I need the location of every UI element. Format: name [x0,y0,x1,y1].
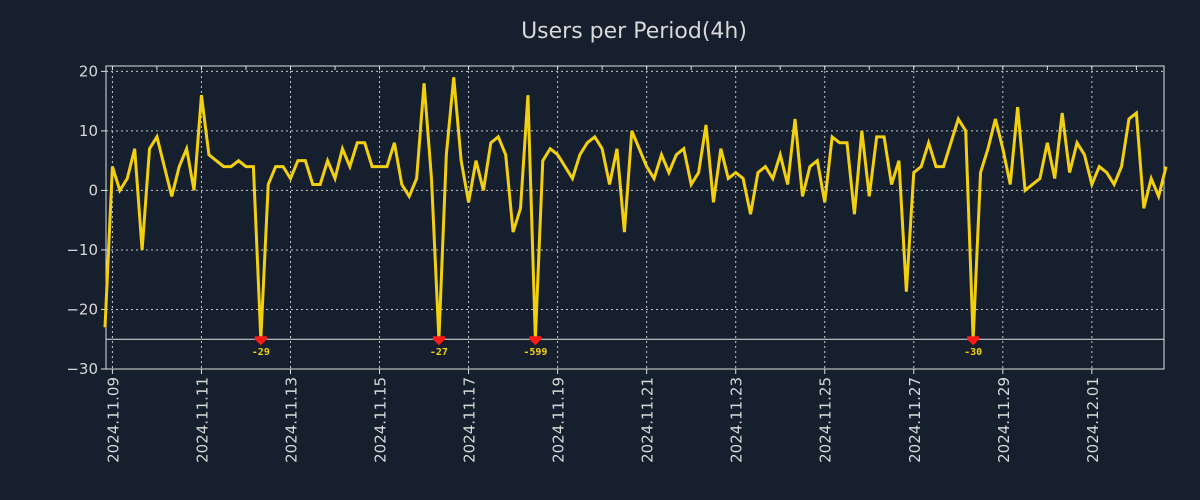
x-tick-label: 2024.12.01 [1084,377,1102,463]
y-tick-label: 20 [79,62,98,80]
y-tick-label: 0 [88,181,98,199]
x-tick-label: 2024.11.23 [728,377,746,463]
x-tick-label: 2024.11.17 [461,377,479,463]
series-line-users [103,77,1168,340]
x-tick-label: 2024.11.19 [550,377,568,463]
clip-marker-icon [529,336,542,346]
x-tick-label: 2024.11.25 [817,377,835,463]
clipped-markers: -29 -27 -599 -30 [252,336,982,358]
clip-marker-icon [967,336,980,346]
grid [106,66,1164,369]
x-tick-label: 2024.11.11 [193,377,211,463]
y-tick-label: −20 [66,300,98,318]
x-tick-label: 2024.11.21 [639,377,657,463]
clip-marker-icon [254,336,267,346]
chart-title: Users per Period(4h) [521,19,747,44]
clip-marker-label: -29 [252,347,270,358]
x-tick-label: 2024.11.29 [995,377,1013,463]
clip-marker-label: -27 [430,347,448,358]
x-axis: 2024.11.09 2024.11.11 2024.11.13 2024.11.15… [104,66,1137,463]
clip-marker-icon [432,336,445,346]
y-tick-label: −30 [66,360,98,378]
x-tick-label: 2024.11.27 [906,377,924,463]
clip-marker-label: -599 [523,347,547,358]
clip-marker-label: -30 [964,347,982,358]
x-tick-label: 2024.11.15 [372,377,390,463]
x-tick-label: 2024.11.13 [283,377,301,463]
y-axis: 20 10 0 −10 −20 −30 [66,62,106,378]
data-points [104,77,1167,340]
y-tick-label: 10 [79,122,98,140]
plot-frame [105,65,1165,370]
y-tick-label: −10 [66,241,98,259]
x-tick-label: 2024.11.09 [104,377,122,463]
